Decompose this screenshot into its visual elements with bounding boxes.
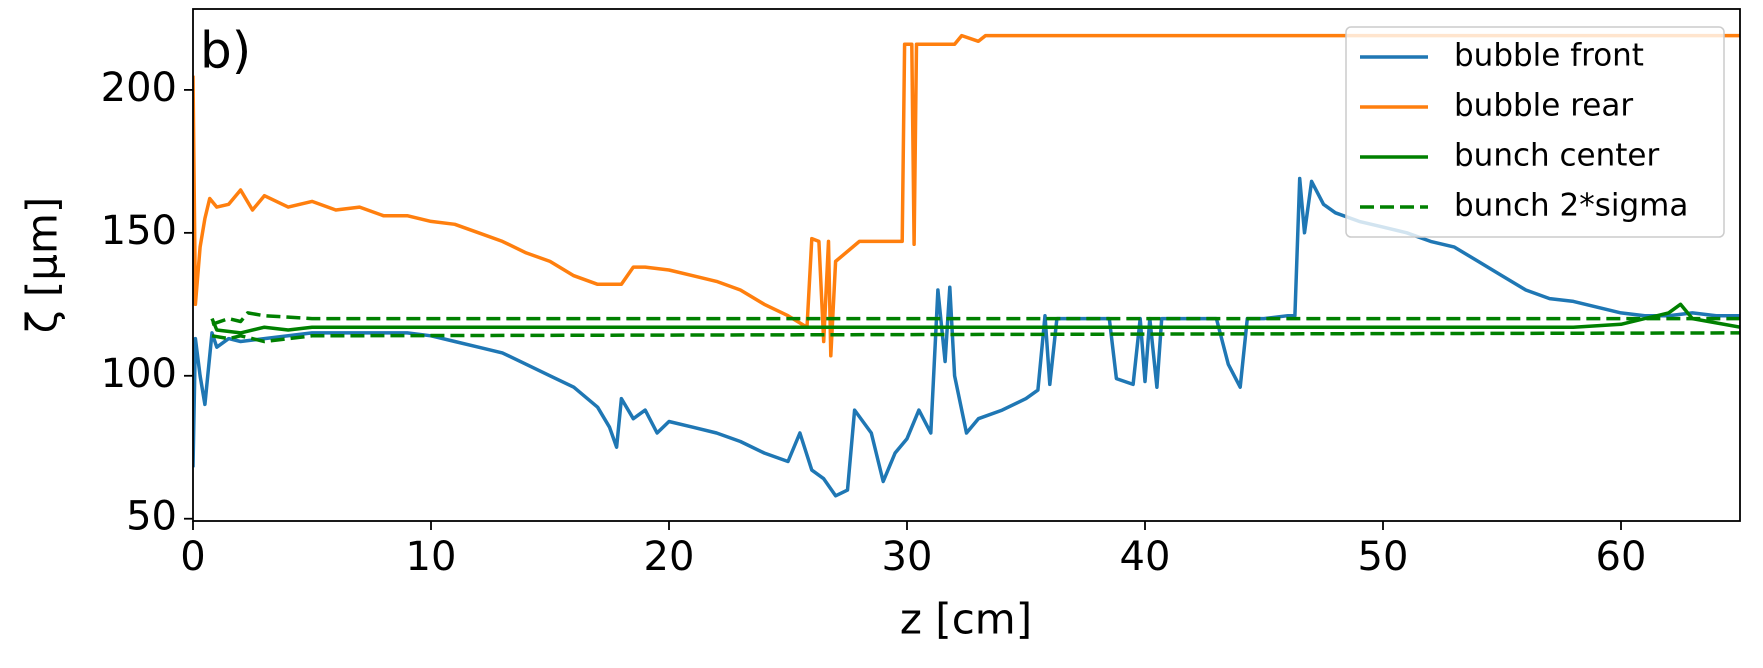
legend-label: bunch 2*sigma bbox=[1454, 188, 1688, 224]
x-tick-label: 50 bbox=[1358, 534, 1409, 580]
y-tick-label: 50 bbox=[126, 494, 177, 540]
y-tick-label: 100 bbox=[101, 351, 177, 397]
y-tick-label: 150 bbox=[101, 208, 177, 254]
y-tick-label: 200 bbox=[101, 65, 177, 111]
x-tick-label: 30 bbox=[882, 534, 933, 580]
plot-frame bbox=[192, 8, 1741, 522]
data-line bbox=[211, 311, 1740, 326]
data-line bbox=[210, 302, 1740, 335]
legend-label: bunch center bbox=[1454, 138, 1660, 174]
legend-box bbox=[1345, 26, 1725, 238]
x-tick-label: 10 bbox=[406, 534, 457, 580]
x-tick-label: 60 bbox=[1596, 534, 1647, 580]
legend-label: bubble front bbox=[1454, 38, 1644, 74]
data-line bbox=[211, 331, 1740, 344]
legend-label: bubble rear bbox=[1454, 88, 1633, 124]
x-tick-label: 0 bbox=[180, 534, 205, 580]
data-line bbox=[193, 33, 1740, 358]
y-axis-label: ζ [μm] bbox=[18, 197, 67, 334]
panel-label: b) bbox=[200, 22, 251, 80]
x-tick-label: 40 bbox=[1120, 534, 1171, 580]
x-tick-label: 20 bbox=[644, 534, 695, 580]
x-axis-label: z [cm] bbox=[900, 595, 1032, 644]
